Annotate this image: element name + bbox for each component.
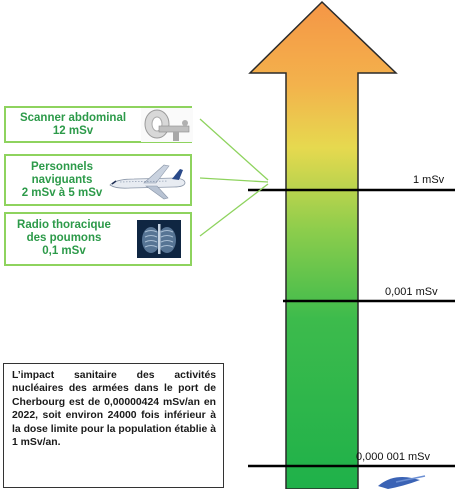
- chest-xray-icon: [137, 220, 181, 258]
- scale-label-0-001msv: 0,001 mSv: [385, 286, 438, 298]
- aircrew-box: Personnels naviguants 2 mSv à 5 mSv: [4, 154, 192, 206]
- connector-aircrew: [199, 177, 269, 183]
- connector-scanner: [199, 118, 269, 181]
- scanner-box: Scanner abdominal 12 mSv: [4, 106, 193, 143]
- connector-radio: [199, 183, 269, 237]
- scale-label-1msv: 1 mSv: [413, 174, 445, 186]
- dose-arrow: [248, 0, 398, 489]
- ct-scanner-icon: [141, 108, 193, 142]
- radio-box: Radio thoracique des poumons 0,1 mSv: [4, 212, 192, 266]
- impact-info-text: L’impact sanitaire des activités nucléai…: [12, 370, 216, 449]
- scanner-label: Scanner abdominal 12 mSv: [19, 112, 127, 137]
- scale-label-0-000001msv: 0,000 001 mSv: [356, 451, 430, 463]
- radio-label: Radio thoracique des poumons 0,1 mSv: [17, 219, 111, 257]
- logo-fragment: [378, 477, 420, 489]
- aircrew-label: Personnels naviguants 2 mSv à 5 mSv: [21, 161, 103, 199]
- airplane-icon: [109, 164, 186, 200]
- impact-info-box: L’impact sanitaire des activités nucléai…: [3, 363, 224, 488]
